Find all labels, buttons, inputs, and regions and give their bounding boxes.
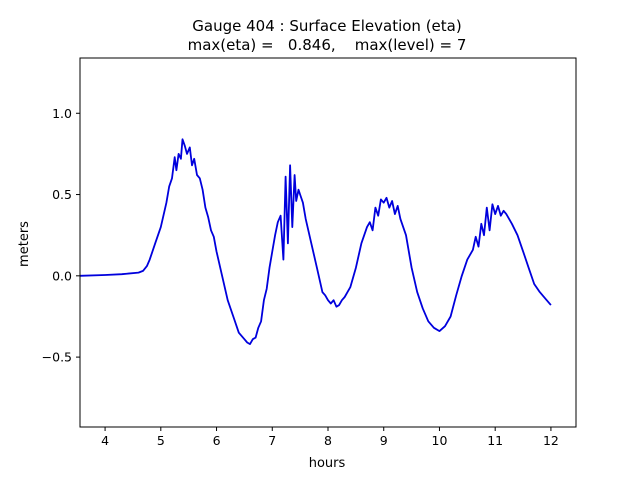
x-tick-label: 8 — [324, 433, 332, 448]
plot-area: 4 5 6 7 8 9 10 11 12 −0.5 0.0 0.5 1.0 — [42, 57, 577, 448]
y-tick-label: −0.5 — [42, 350, 72, 365]
plot-frame — [79, 57, 577, 428]
x-tick-label: 10 — [432, 433, 448, 448]
chart-subtitle: max(eta) = 0.846, max(level) = 7 — [188, 36, 467, 54]
x-tick-label: 4 — [101, 433, 109, 448]
x-tick-label: 11 — [487, 433, 503, 448]
series-line-eta — [79, 138, 552, 346]
x-tick-label: 6 — [213, 433, 221, 448]
y-tick-label: 1.0 — [52, 106, 72, 121]
x-tick-label: 5 — [157, 433, 165, 448]
chart-title: Gauge 404 : Surface Elevation (eta) — [192, 17, 461, 35]
y-axis-label: meters — [17, 221, 32, 267]
x-tick-label: 7 — [268, 433, 276, 448]
y-tick-label: 0.0 — [52, 268, 72, 283]
y-tick-label: 0.5 — [52, 187, 72, 202]
x-axis-label: hours — [309, 456, 346, 471]
x-tick-label: 9 — [380, 433, 388, 448]
x-tick-label: 12 — [543, 433, 559, 448]
